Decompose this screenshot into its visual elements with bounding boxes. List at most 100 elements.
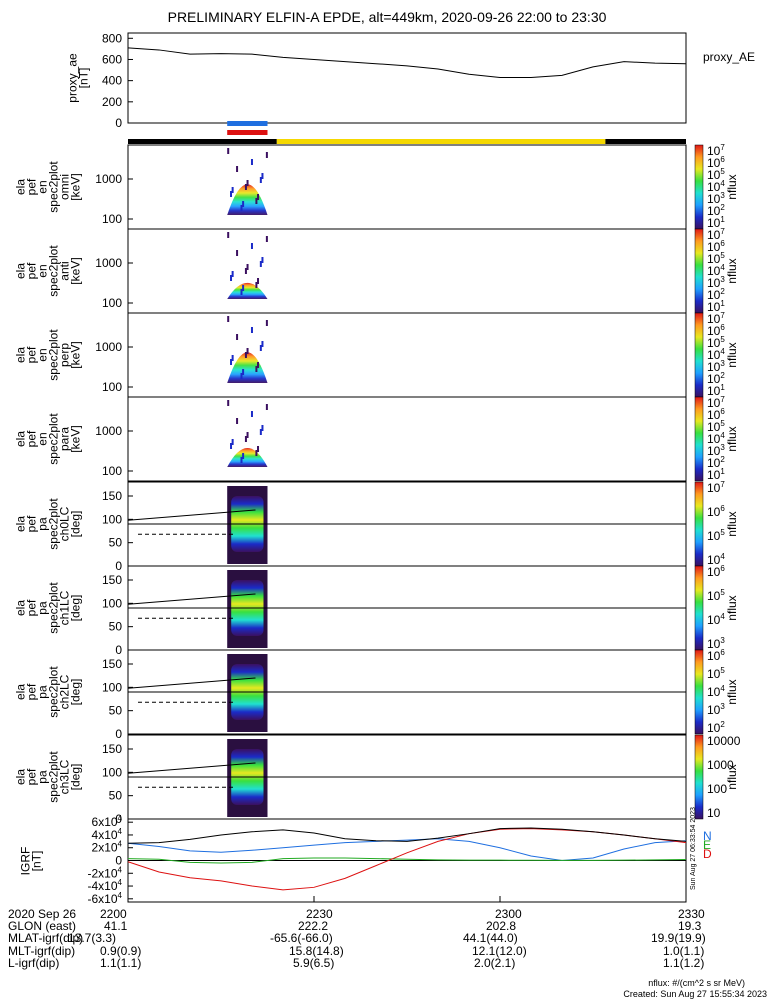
footer-value: 44.1(44.0) [463,931,518,946]
ylabel-line: ch1LC [58,590,72,625]
ylabel-line: pef [25,683,39,700]
footer-value: 5.9(6.5) [293,955,335,970]
igrf-series-N [127,838,687,862]
footer-value: 1.1(1.2) [663,955,705,970]
footer-value: 0.9(0.9) [100,943,142,958]
footer-row-mlt: MLT-igrf(dip) 0.9(0.9) 15.8(14.8) 12.1(1… [8,943,768,958]
colorbar-tick: 103 [707,702,725,717]
colorbar-tick: 101 [707,383,725,398]
colorbar-tick: 105 [707,335,725,350]
ylabel-line: anti [58,261,72,280]
colorbar-tick: 105 [707,528,725,543]
ytick-label: 2x104 [92,840,123,855]
noise-pixel [246,348,249,354]
ylabel-line: ela [14,431,28,447]
noise-pixel [236,334,239,340]
colorbar-tick: 102 [707,203,725,218]
science-zone-marker [227,130,268,135]
ytick-label: -2x104 [88,865,123,880]
noise-pixel [227,400,230,406]
legend-entry: E [703,838,711,852]
spectrogram-blob [227,447,268,467]
footer-value: 222.2 [298,919,329,934]
noise-pixel [231,187,234,193]
colorbar-tick: 106 [707,323,725,338]
noise-pixel [246,432,249,438]
ytick-label: 1000 [95,340,122,354]
spectrogram-blob [227,282,268,299]
colorbar-tick: 102 [707,720,725,735]
noise-pixel [246,264,249,270]
ylabel-line: en [36,264,50,277]
ytick-label: 800 [102,31,122,45]
colorbar-tick: 107 [707,311,725,326]
ylabel-line: pef [25,768,39,785]
noise-pixel [230,443,233,449]
ytick-label: 4x104 [92,827,123,842]
ytick-label: 0 [115,854,122,868]
ytick-label: -4x104 [88,878,123,893]
ytick-label: 50 [109,536,123,550]
ylabel-line: [keV] [69,341,83,368]
colorbar-tick: 104 [707,179,725,194]
ytick-label: 1000 [95,424,122,438]
spectrogram-mask [227,739,268,817]
colorbar-tick: 102 [707,371,725,386]
loss-cone-line [127,677,256,689]
footer-label: MLAT-igrf(dip) [8,931,84,946]
ylabel-line: proxy_ae [66,53,80,103]
created-note: Created: Sun Aug 27 15:55:34 2023 [623,989,767,999]
footer-label: MLT-igrf(dip) [8,943,76,958]
ytick-label: 150 [102,573,122,587]
colorbar-tick: 101 [707,299,725,314]
ylabel-line: ch3LC [58,759,72,794]
colorbar [694,396,704,482]
colorbar [694,565,704,651]
noise-pixel [231,439,234,445]
ytick-label: 0 [115,727,122,741]
noise-pixel [265,320,268,326]
noise-pixel [255,450,258,456]
colorbar-tick: 106 [707,155,725,170]
colorbar-tick: 103 [707,191,725,206]
noise-pixel [257,362,260,368]
loss-cone-line [127,593,256,605]
spectrogram-mask [227,316,268,383]
colorbar-unit: nflux [725,258,739,283]
colorbar [694,734,704,820]
footer-value: 202.8 [486,919,517,934]
igrf-series-H [127,827,687,844]
ylabel-line: IGRF [19,847,33,876]
colorbar-tick: 103 [707,443,725,458]
noise-pixel [240,289,243,295]
noise-pixel [257,446,260,452]
ylabel-line: spec2plot [47,161,61,213]
noise-pixel [255,198,258,204]
ylabel-line: [nT] [30,851,44,872]
colorbar-tick: 10 [707,806,721,820]
ytick-label: 0 [115,116,122,130]
footer-value: 13.7(3.3) [68,931,117,946]
footer-row-time: 2020 Sep 26 2200 2230 2300 2330 [8,908,768,920]
noise-pixel [230,359,233,365]
noise-pixel [231,271,234,277]
noise-pixel [230,191,233,197]
ytick-label: 400 [102,74,122,88]
noise-pixel [250,411,253,417]
footer-label: L-igrf(dip) [8,955,60,970]
ylabel-line: pa [36,517,50,531]
ytick-label: 0 [115,559,122,573]
igrf-ylabel: IGRF[nT] [19,847,44,876]
colorbar-tick: 105 [707,419,725,434]
ylabel-line: ela [14,347,28,363]
legend-entry: N [703,829,712,843]
noise-pixel [240,457,243,463]
colorbar-tick: 102 [707,455,725,470]
footer-label: 2020 Sep 26 [8,907,77,921]
series-label: proxy_AE [703,50,755,64]
footer-value: 2330 [678,907,705,921]
noise-pixel [261,341,264,347]
